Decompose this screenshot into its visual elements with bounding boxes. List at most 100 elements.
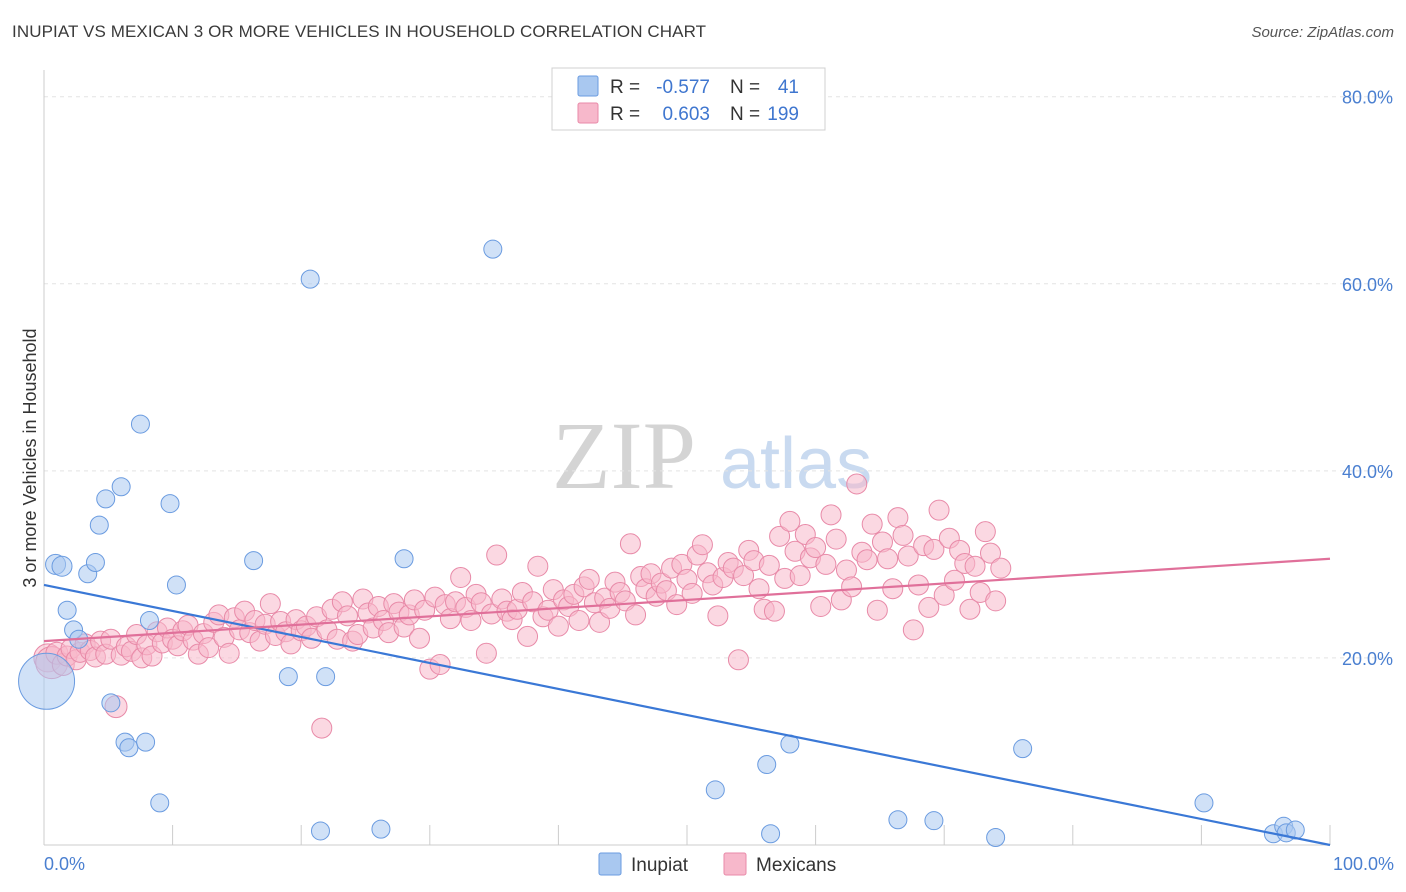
inupiat-point-34 [986,828,1006,848]
x-tick-marks [43,825,1331,845]
mexicans-point-100 [547,615,569,637]
y-tick-label-40: 40.0% [1342,462,1393,482]
bottom-legend-label-mexicans: Mexicans [756,855,836,876]
legend-r-value-mexicans: 0.603 [662,104,710,125]
mexicans-point-183 [974,521,996,543]
legend-swatch-mexicans [577,102,599,124]
legend-n-value-mexicans: 199 [767,104,799,125]
mexicans-point-115 [625,604,647,626]
mexicans-point-157 [841,576,863,598]
mexicans-point-172 [918,596,940,618]
mexicans-point-32 [198,637,220,659]
mexicans-point-165 [882,578,904,600]
mexicans-point-143 [769,525,791,547]
inupiat-trend-line [43,583,1331,847]
mexicans-point-181 [964,555,986,577]
mexicans-point-180 [959,598,981,620]
inupiat-point-36 [1194,793,1214,813]
inupiat-point-14 [130,414,150,434]
y-tick-label-20: 20.0% [1342,649,1393,669]
mexicans-point-158 [846,473,868,495]
mexicans-point-96 [527,555,549,577]
mexicans-point-184 [979,542,1001,564]
mexicans-point-147 [789,565,811,587]
mexicans-point-177 [943,569,965,591]
inupiat-point-2 [51,555,73,577]
watermark-atlas: atlas [720,424,872,504]
mexicans-point-186 [990,557,1012,579]
mexicans-point-106 [578,568,600,590]
inupiat-point-20 [244,551,264,571]
inupiat-point-30 [761,824,781,844]
x-tick-label-min: 0.0% [44,854,85,874]
inupiat-point-19 [166,575,186,595]
inupiat-point-15 [136,732,156,752]
y-tick-labels: 20.0% 40.0% 60.0% 80.0% [1342,88,1393,669]
mexicans-point-175 [933,584,955,606]
inupiat-point-8 [89,515,109,535]
legend-r-label-mexicans: R = [610,104,640,125]
y-tick-label-60: 60.0% [1342,275,1393,295]
legend-swatch-inupiat [577,75,599,97]
inupiat-point-28 [705,780,725,800]
mexicans-point-151 [810,595,832,617]
mexicans-point-174 [928,499,950,521]
mexicans-point-173 [923,538,945,560]
legend-r-label-inupiat: R = [610,77,640,98]
legend-n-label-inupiat: N = [730,77,760,98]
mexicans-point-88 [486,544,508,566]
mexicans-point-136 [733,565,755,587]
legend-r-value-inupiat: -0.577 [656,77,710,98]
inupiat-point-11 [111,477,131,497]
inupiat-point-9 [96,489,116,509]
mexicans-point-54 [311,717,333,739]
legend-box: R = -0.577 N = 41 R = 0.603 N = 199 [551,67,826,131]
mexicans-point-44 [259,593,281,615]
inupiat-points [18,239,1305,848]
inupiat-point-35 [1013,739,1033,759]
mexicans-point-128 [691,534,713,556]
inupiat-point-21 [278,667,298,687]
inupiat-point-23 [310,821,330,841]
mexicans-point-152 [815,553,837,575]
mexicans-points [33,473,1012,739]
inupiat-point-0 [18,652,76,710]
chart-source: Source: ZipAtlas.com [1251,24,1394,41]
mexicans-point-145 [779,510,801,532]
mexicans-point-154 [825,528,847,550]
bottom-legend-swatch-mexicans [723,852,747,876]
inupiat-point-32 [888,810,908,830]
mexicans-point-104 [568,610,590,632]
mexicans-point-169 [902,619,924,641]
mexicans-point-161 [861,513,883,535]
inupiat-point-26 [394,549,414,569]
mexicans-point-81 [450,566,472,588]
mexicans-point-168 [897,545,919,567]
watermark-zip: ZIP [552,402,696,509]
mexicans-point-141 [758,554,780,576]
mexicans-point-36 [218,642,240,664]
mexicans-point-164 [877,548,899,570]
inupiat-point-25 [371,819,391,839]
x-tick-label-max: 100.0% [1333,854,1394,874]
mexicans-point-167 [892,524,914,546]
bottom-legend-swatch-inupiat [598,852,622,876]
inupiat-point-33 [924,811,944,831]
y-axis-label: 3 or more Vehicles in Household [20,328,40,587]
trend-lines [43,557,1331,847]
mexicans-point-86 [475,642,497,664]
inupiat-point-10 [101,693,121,713]
mexicans-point-139 [748,578,770,600]
mexicans-point-160 [856,549,878,571]
bottom-legend: Inupiat Mexicans [598,852,836,876]
inupiat-point-16 [139,611,159,631]
inupiat-point-22 [300,269,320,289]
mexicans-trend-line [43,557,1331,643]
mexicans-point-83 [460,610,482,632]
mexicans-point-185 [985,590,1007,612]
mexicans-point-94 [517,625,539,647]
legend-n-value-inupiat: 41 [778,77,799,98]
bottom-legend-label-inupiat: Inupiat [631,855,689,876]
mexicans-point-135 [727,649,749,671]
